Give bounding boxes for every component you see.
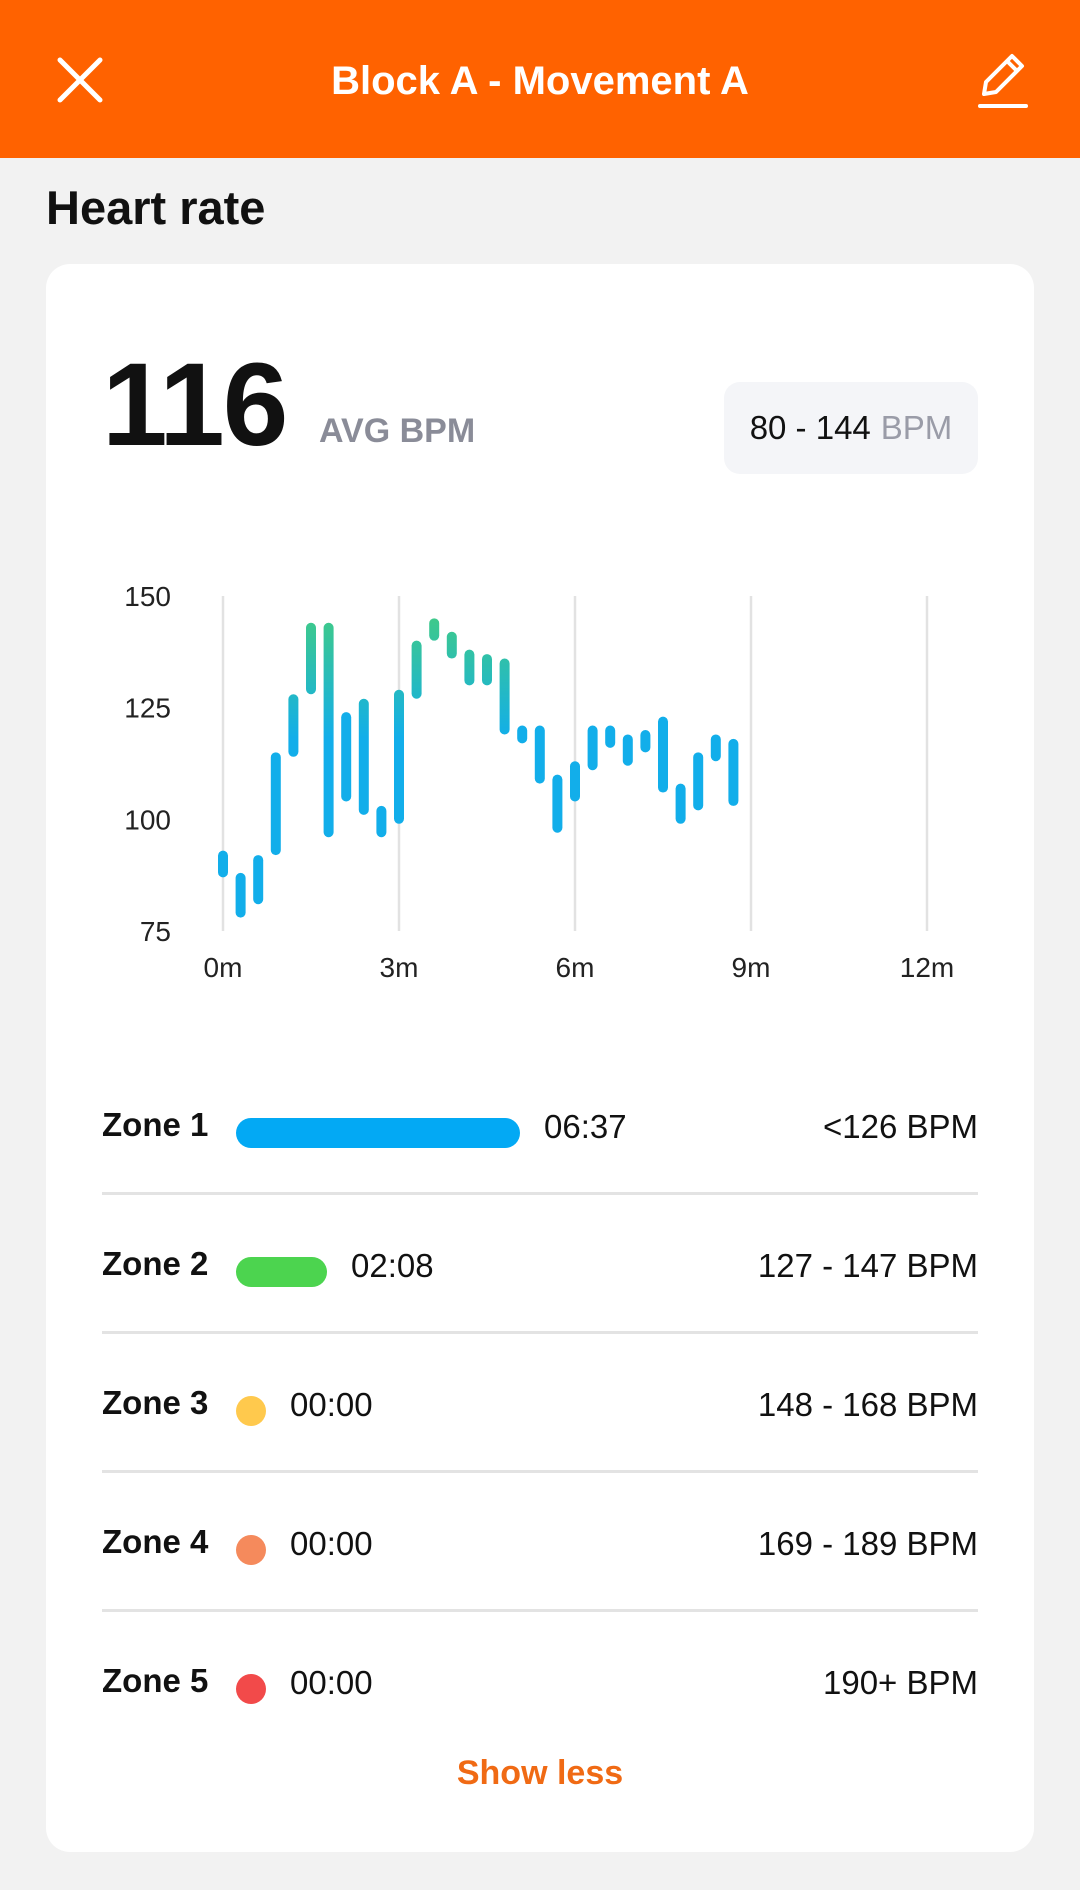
zone-bpm-range: 148 - 168 BPM <box>757 1386 978 1423</box>
heart-rate-range-bar <box>499 658 510 735</box>
heart-rate-range-bar <box>235 872 246 918</box>
heart-rate-range-bar <box>640 730 651 753</box>
zone-list: Zone 1 06:37 <126 BPM Zone 2 02:08 127 - 147 … <box>102 1056 978 1748</box>
heart-rate-range-bar <box>658 716 668 793</box>
zone-duration-bar <box>236 1118 520 1148</box>
pencil-icon[interactable] <box>966 44 1038 116</box>
zone-time: 06:37 <box>544 1108 627 1145</box>
zone-duration-bar <box>236 1396 266 1426</box>
zone-duration-bar <box>236 1535 266 1565</box>
zone-duration-bar <box>236 1674 266 1704</box>
heart-rate-range-bar <box>446 631 457 659</box>
heart-rate-range-bar <box>552 774 563 833</box>
top-app-bar: Block A - Movement A <box>0 0 1080 158</box>
zone-name: Zone 5 <box>102 1662 209 1699</box>
x-tick-label: 9m <box>732 952 771 983</box>
avg-bpm-label: AVG BPM <box>319 412 476 450</box>
bpm-range-badge: 80 - 144 BPM <box>724 382 978 474</box>
zone-time: 00:00 <box>290 1386 373 1423</box>
zone-name: Zone 1 <box>102 1106 209 1143</box>
heart-rate-range-bar <box>411 640 422 699</box>
zone-duration-bar <box>236 1257 327 1287</box>
heart-rate-range-bar <box>710 734 721 762</box>
heart-rate-range-bar <box>482 654 492 686</box>
zone-name: Zone 4 <box>102 1523 209 1560</box>
heart-rate-range-bar <box>306 622 316 695</box>
zone-row: Zone 5 00:00 190+ BPM <box>102 1612 978 1748</box>
show-less-button[interactable]: Show less <box>456 1754 624 1792</box>
heart-rate-range-bar <box>693 752 704 811</box>
heart-rate-range-bar <box>570 761 580 802</box>
heart-rate-range-bar <box>394 689 404 824</box>
zone-time: 00:00 <box>290 1664 373 1701</box>
zone-time: 02:08 <box>351 1247 434 1284</box>
heart-rate-range-bar <box>341 712 352 802</box>
zone-bpm-range: 190+ BPM <box>822 1664 978 1701</box>
close-icon[interactable] <box>44 44 116 116</box>
heart-rate-chart: 0m 3m 6m 9m 12m 150 125 100 75 <box>124 581 954 983</box>
x-tick-label: 0m <box>204 952 243 983</box>
y-tick-label: 100 <box>124 804 171 835</box>
heart-rate-range-bar <box>534 725 545 784</box>
section-title: Heart rate <box>46 181 266 234</box>
zone-time: 00:00 <box>290 1525 373 1562</box>
zone-row: Zone 4 00:00 169 - 189 BPM <box>102 1473 978 1612</box>
heart-rate-range-bar <box>358 698 369 815</box>
heart-rate-range-bar <box>376 805 387 838</box>
heart-rate-range-bar <box>288 694 299 757</box>
heart-rate-range-bar <box>218 850 228 878</box>
heart-rate-range-bar <box>429 618 440 641</box>
heart-rate-range-bar <box>605 725 616 748</box>
zone-bpm-range: <126 BPM <box>822 1108 978 1145</box>
x-tick-label: 3m <box>380 952 419 983</box>
zone-bpm-range: 127 - 147 BPM <box>757 1247 978 1284</box>
bpm-range-unit: BPM <box>880 409 953 446</box>
heart-rate-range-bar <box>464 649 475 686</box>
zone-name: Zone 2 <box>102 1245 209 1282</box>
bpm-range-value: 80 - 144 <box>749 409 871 446</box>
y-tick-label: 150 <box>124 581 171 612</box>
heart-rate-card: 116 AVG BPM 80 - 144 BPM 0m 3m 6m 9m 12m 150 1… <box>46 264 1034 1852</box>
heart-rate-range-bar <box>517 725 528 744</box>
heart-rate-range-bar <box>587 725 598 771</box>
y-tick-label: 75 <box>140 916 171 947</box>
zone-row: Zone 1 06:37 <126 BPM <box>102 1056 978 1195</box>
x-tick-label: 6m <box>556 952 595 983</box>
page-title: Block A - Movement A <box>331 59 749 103</box>
zone-bpm-range: 169 - 189 BPM <box>757 1525 978 1562</box>
heart-rate-range-bar <box>675 783 686 824</box>
x-tick-label: 12m <box>900 952 954 983</box>
zone-row: Zone 2 02:08 127 - 147 BPM <box>102 1195 978 1334</box>
heart-rate-range-bar <box>253 855 264 905</box>
heart-rate-range-bar <box>323 622 334 838</box>
avg-bpm-value: 116 <box>102 339 288 471</box>
heart-rate-range-bar <box>270 752 281 856</box>
zone-name: Zone 3 <box>102 1384 209 1421</box>
heart-rate-range-bar <box>622 734 633 766</box>
zone-row: Zone 3 00:00 148 - 168 BPM <box>102 1334 978 1473</box>
y-tick-label: 125 <box>124 693 171 724</box>
heart-rate-range-bar <box>728 738 739 806</box>
